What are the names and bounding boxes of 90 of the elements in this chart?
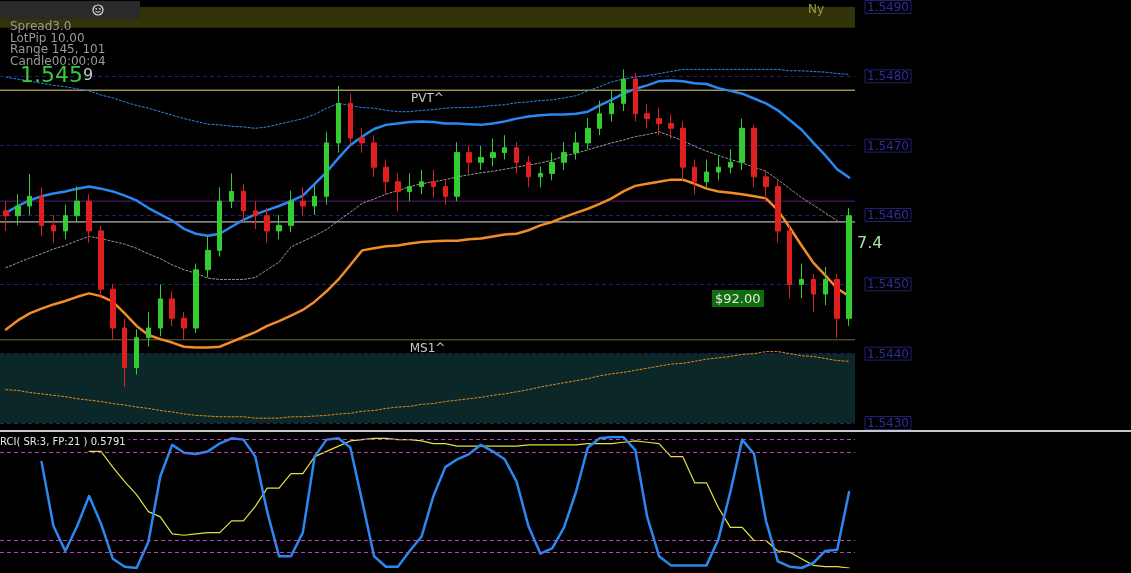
chart-title: RCI( SR:3, FP:21 ) 0.5791: [0, 435, 126, 447]
candlestick: [834, 273, 840, 339]
y-tick-label: 1.5480: [867, 69, 909, 84]
candlestick: [39, 186, 44, 237]
candlestick: [359, 127, 365, 154]
candlestick: [716, 155, 721, 181]
candlestick: [775, 179, 781, 244]
y-tick-label: 1.5470: [867, 138, 909, 153]
candlestick: [609, 89, 614, 122]
line-series: [5, 68, 850, 129]
candlestick: [799, 263, 804, 299]
candlestick: [205, 235, 211, 278]
candlestick: [300, 186, 306, 216]
candlestick: [633, 72, 638, 122]
candlestick: [122, 318, 127, 388]
candlestick: [217, 186, 222, 258]
y-tick-label: 1.5460: [867, 208, 909, 222]
candlestick: [728, 148, 733, 174]
candlestick: [846, 207, 852, 327]
candlestick: [621, 68, 626, 112]
candlestick: [146, 311, 151, 348]
candlestick: [312, 183, 317, 216]
candlestick: [692, 159, 697, 195]
candlestick: [3, 200, 9, 232]
candlestick: [276, 214, 282, 240]
annotation: 9: [83, 65, 94, 84]
annotation: $92.00: [712, 290, 764, 307]
candlestick: [443, 179, 448, 206]
candlestick: [98, 224, 104, 299]
candlestick: [134, 328, 139, 375]
y-tick-label: 1.5430: [867, 416, 909, 430]
candlestick: [431, 169, 436, 199]
ref-line-label: PVT^: [411, 91, 444, 106]
candlestick: [597, 100, 602, 136]
candlestick: [51, 214, 56, 244]
y-tick-label: 1.5440: [867, 346, 909, 361]
candlestick: [526, 155, 531, 188]
candlestick: [336, 85, 341, 154]
candlestick: [395, 172, 401, 212]
text: 7.4: [857, 233, 883, 252]
line-series: [5, 131, 838, 280]
candlestick: [241, 183, 246, 223]
candlestick: [371, 134, 377, 178]
candlestick: [538, 165, 543, 188]
candlestick: [74, 186, 80, 223]
candlestick: [466, 145, 472, 174]
candlestick: [644, 103, 650, 129]
candlestick: [549, 152, 555, 181]
candlestick: [751, 124, 757, 188]
candlestick: [383, 159, 389, 195]
candlestick: [787, 224, 792, 299]
candlestick: [229, 172, 234, 209]
annotation: Range 145, 101: [10, 42, 106, 56]
candlestick: [454, 141, 460, 202]
candlestick: [763, 169, 769, 202]
candlestick: [502, 134, 507, 161]
candlestick: [27, 173, 32, 216]
candlestick: [561, 141, 567, 171]
y-tick-label: 1.5490: [867, 0, 909, 14]
y-tick-label: 1.5450: [867, 277, 909, 292]
candlestick: [573, 131, 579, 161]
candlestick: [514, 141, 519, 174]
candlestick: [419, 169, 424, 195]
candlestick: [490, 138, 496, 167]
candlestick: [656, 107, 662, 136]
candlestick: [253, 200, 258, 230]
candlestick: [86, 193, 92, 244]
candlestick: [324, 131, 329, 206]
candlestick: [739, 118, 745, 171]
candlestick: [169, 290, 175, 327]
candlestick: [680, 120, 686, 181]
candlestick: [585, 117, 591, 150]
candlestick: [264, 207, 270, 244]
candlestick: [407, 172, 412, 202]
annotation: Spread3.0: [10, 19, 72, 33]
candlestick: [288, 190, 294, 233]
candlestick: [15, 193, 21, 226]
candlestick: [193, 263, 199, 334]
candlestick: [181, 311, 187, 341]
ref-line-label: MS1^: [409, 340, 446, 355]
candlestick: [823, 266, 828, 306]
candlestick: [110, 283, 116, 341]
candlestick: [478, 145, 484, 171]
candlestick: [158, 283, 163, 337]
candlestick: [704, 159, 709, 188]
annotation: Ny: [808, 2, 825, 16]
candlestick: [811, 273, 816, 313]
candlestick: [348, 93, 353, 147]
candlestick: [63, 204, 68, 240]
candlestick: [668, 113, 674, 140]
